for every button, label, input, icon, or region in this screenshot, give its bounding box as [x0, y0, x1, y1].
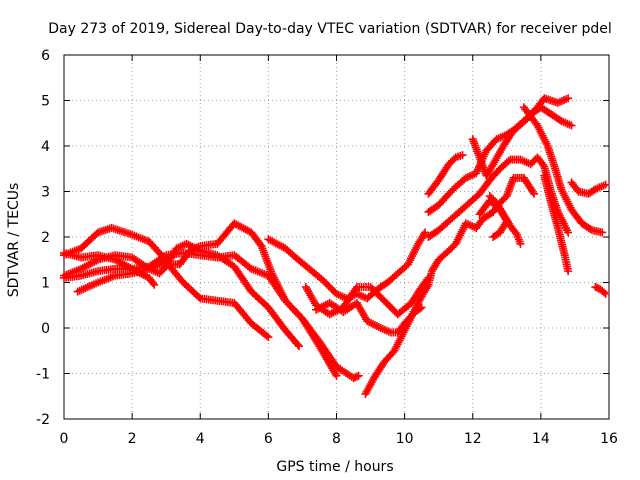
x-tick-label: 0 [60, 431, 69, 447]
data-marks [60, 94, 610, 398]
x-tick-label: 6 [264, 431, 273, 447]
data-point [511, 228, 520, 237]
data-point [264, 333, 273, 342]
data-point [599, 288, 608, 297]
data-point [530, 189, 539, 198]
y-tick-label: 5 [41, 94, 50, 110]
data-point [351, 284, 360, 293]
data-point [332, 371, 341, 380]
data-point [601, 180, 610, 189]
series-track-19 [567, 178, 610, 198]
data-point [194, 292, 203, 301]
data-point [295, 342, 304, 351]
series-track-13 [468, 103, 576, 180]
data-point [564, 94, 573, 103]
y-tick-label: 1 [41, 276, 50, 292]
x-tick-label: 16 [600, 431, 618, 447]
data-point [148, 279, 157, 288]
data-point [421, 228, 430, 237]
x-tick-label: 10 [396, 431, 414, 447]
axis-ticks [63, 54, 610, 420]
data-point [528, 188, 537, 197]
data-point [601, 289, 610, 298]
series-track-12 [424, 153, 573, 241]
data-point [564, 228, 573, 237]
data-point [490, 231, 499, 240]
data-point [504, 157, 513, 166]
y-tick-label: 4 [41, 139, 50, 155]
data-point [516, 239, 525, 248]
data-point [293, 340, 302, 349]
series-track-3 [60, 219, 341, 380]
x-tick-label: 14 [532, 431, 550, 447]
series-track-17 [519, 103, 607, 237]
data-point [458, 151, 467, 160]
y-tick-label: 2 [41, 230, 50, 246]
x-tick-label: 4 [196, 431, 205, 447]
data-point [567, 121, 576, 130]
x-tick-label: 2 [128, 431, 137, 447]
series-track-16 [485, 192, 525, 248]
data-point [586, 225, 595, 234]
series-track-10 [424, 151, 467, 198]
x-axis-label: GPS time / hours [276, 459, 393, 475]
data-point [564, 267, 573, 276]
data-point [331, 369, 340, 378]
chart-title: Day 273 of 2019, Sidereal Day-to-day VTE… [48, 21, 612, 37]
data-point [150, 280, 159, 289]
series-track-20 [591, 283, 610, 298]
data-point [262, 331, 271, 340]
y-axis-label: SDTVAR / TECUs [6, 183, 22, 298]
data-point [489, 233, 498, 241]
x-tick-label: 12 [464, 431, 482, 447]
y-tick-label: -2 [36, 412, 50, 428]
y-tick-label: 0 [41, 321, 50, 337]
x-tick-label: 8 [332, 431, 341, 447]
y-tick-label: 3 [41, 185, 50, 201]
data-point [354, 371, 363, 380]
data-point [598, 228, 607, 237]
series-track-18 [540, 171, 573, 276]
y-tick-label: 6 [41, 48, 50, 64]
series-track-5 [73, 258, 273, 342]
y-tick-label: -1 [36, 367, 50, 383]
